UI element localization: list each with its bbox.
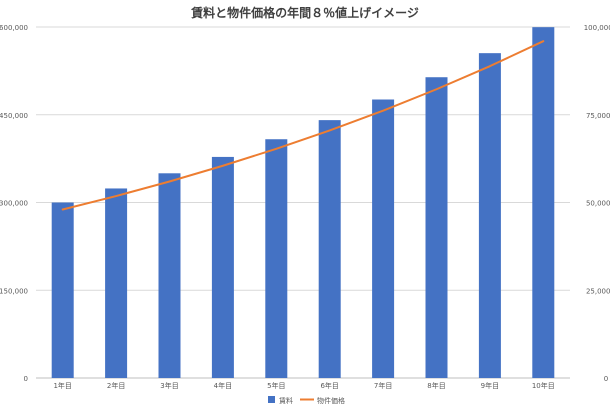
x-tick-label: 4年目 bbox=[214, 381, 232, 390]
legend-label-price: 物件価格 bbox=[317, 396, 345, 405]
left-tick-label: 150,000 bbox=[0, 287, 28, 295]
x-tick-label: 3年目 bbox=[160, 381, 178, 390]
bar bbox=[319, 120, 341, 378]
x-tick-label: 6年目 bbox=[320, 381, 338, 390]
bar bbox=[212, 157, 234, 378]
legend-label-rent: 賃料 bbox=[279, 396, 293, 405]
bar bbox=[479, 53, 501, 378]
bar bbox=[105, 188, 127, 378]
bar bbox=[426, 77, 448, 378]
left-tick-label: 450,000 bbox=[0, 112, 28, 120]
x-tick-label: 1年目 bbox=[53, 381, 71, 390]
bar bbox=[372, 100, 394, 378]
bar bbox=[52, 203, 74, 379]
legend: 賃料 物件価格 bbox=[268, 396, 345, 405]
bar bbox=[532, 27, 554, 378]
x-tick-label: 9年目 bbox=[481, 381, 499, 390]
x-tick-label: 5年目 bbox=[267, 381, 285, 390]
right-axis: 0 25,000,000 50,000,000 75,000,000 100,000,0… bbox=[584, 24, 610, 383]
line-series bbox=[63, 41, 544, 209]
right-tick-label: 50,000,000 bbox=[586, 200, 610, 208]
bar bbox=[265, 139, 287, 378]
left-tick-label: 300,000 bbox=[0, 200, 28, 208]
x-tick-label: 8年目 bbox=[427, 381, 445, 390]
x-axis: 1年目 2年目 3年目 4年目 5年目 6年目 7年目 8年目 9年目 10年目 bbox=[53, 381, 554, 390]
left-axis: 0 150,000 300,000 450,000 600,000 bbox=[0, 24, 28, 383]
price-line bbox=[63, 41, 544, 209]
legend-swatch-rent bbox=[268, 396, 275, 403]
chart-title: 賃料と物件価格の年間８％値上げイメージ bbox=[190, 5, 419, 20]
right-tick-label: 75,000,000 bbox=[586, 112, 610, 120]
right-tick-label: 25,000,000 bbox=[586, 287, 610, 295]
right-tick-label: 0 bbox=[604, 375, 608, 383]
bar bbox=[159, 173, 181, 378]
x-tick-label: 7年目 bbox=[374, 381, 392, 390]
left-tick-label: 0 bbox=[24, 375, 28, 383]
left-tick-label: 600,000 bbox=[0, 24, 28, 32]
x-tick-label: 10年目 bbox=[532, 381, 555, 390]
right-tick-label: 100,000,000 bbox=[584, 24, 610, 32]
x-tick-label: 2年目 bbox=[107, 381, 125, 390]
